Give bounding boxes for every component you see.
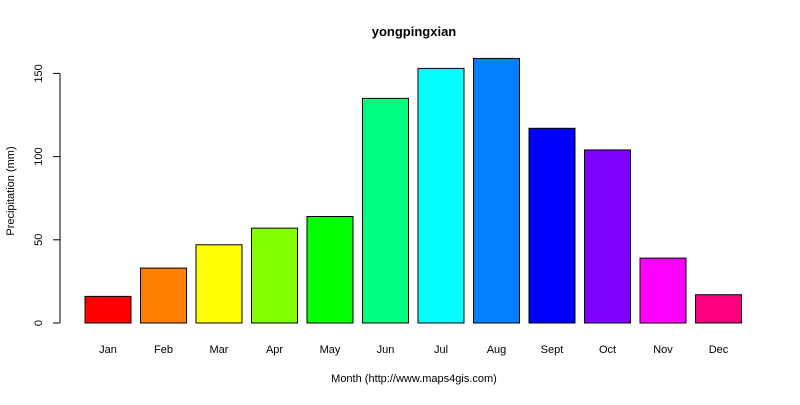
bar-may [307, 217, 353, 323]
bar-sept [529, 128, 575, 323]
bar-nov [640, 258, 686, 323]
x-tick-labels: Jan Feb Mar Apr May Jun Jul Aug Sept Oct Nov Dec [99, 344, 729, 356]
x-tick-label-jul: Jul [434, 344, 448, 356]
bar-jan [85, 296, 131, 323]
bar-aug [474, 58, 520, 323]
x-tick-label-jan: Jan [99, 344, 117, 356]
x-tick-label-jun: Jun [377, 344, 395, 356]
y-tick-label: 50 [33, 234, 45, 246]
x-tick-label-mar: Mar [210, 344, 229, 356]
x-tick-label-sept: Sept [541, 344, 564, 356]
bar-apr [252, 228, 298, 323]
bar-jul [418, 68, 464, 323]
x-tick-label-dec: Dec [709, 344, 729, 356]
x-tick-label-oct: Oct [599, 344, 616, 356]
y-axis-label: Precipitation (mm) [5, 146, 17, 235]
x-tick-label-nov: Nov [653, 344, 673, 356]
bars-group [85, 58, 742, 323]
bar-oct [585, 150, 631, 323]
y-tick-label: 0 [33, 320, 45, 326]
chart-title: yongpingxian [372, 24, 457, 39]
y-tick-label: 100 [33, 147, 45, 165]
x-tick-label-may: May [320, 344, 341, 356]
x-tick-label-feb: Feb [154, 344, 173, 356]
bar-dec [696, 295, 742, 323]
y-tick-label: 150 [33, 64, 45, 82]
y-axis: 0 50 100 150 [33, 64, 60, 326]
bar-feb [141, 268, 187, 323]
bar-jun [363, 98, 409, 323]
x-tick-label-aug: Aug [487, 344, 507, 356]
bar-mar [196, 245, 242, 323]
x-axis-label: Month (http://www.maps4gis.com) [331, 373, 497, 385]
x-tick-label-apr: Apr [266, 344, 283, 356]
